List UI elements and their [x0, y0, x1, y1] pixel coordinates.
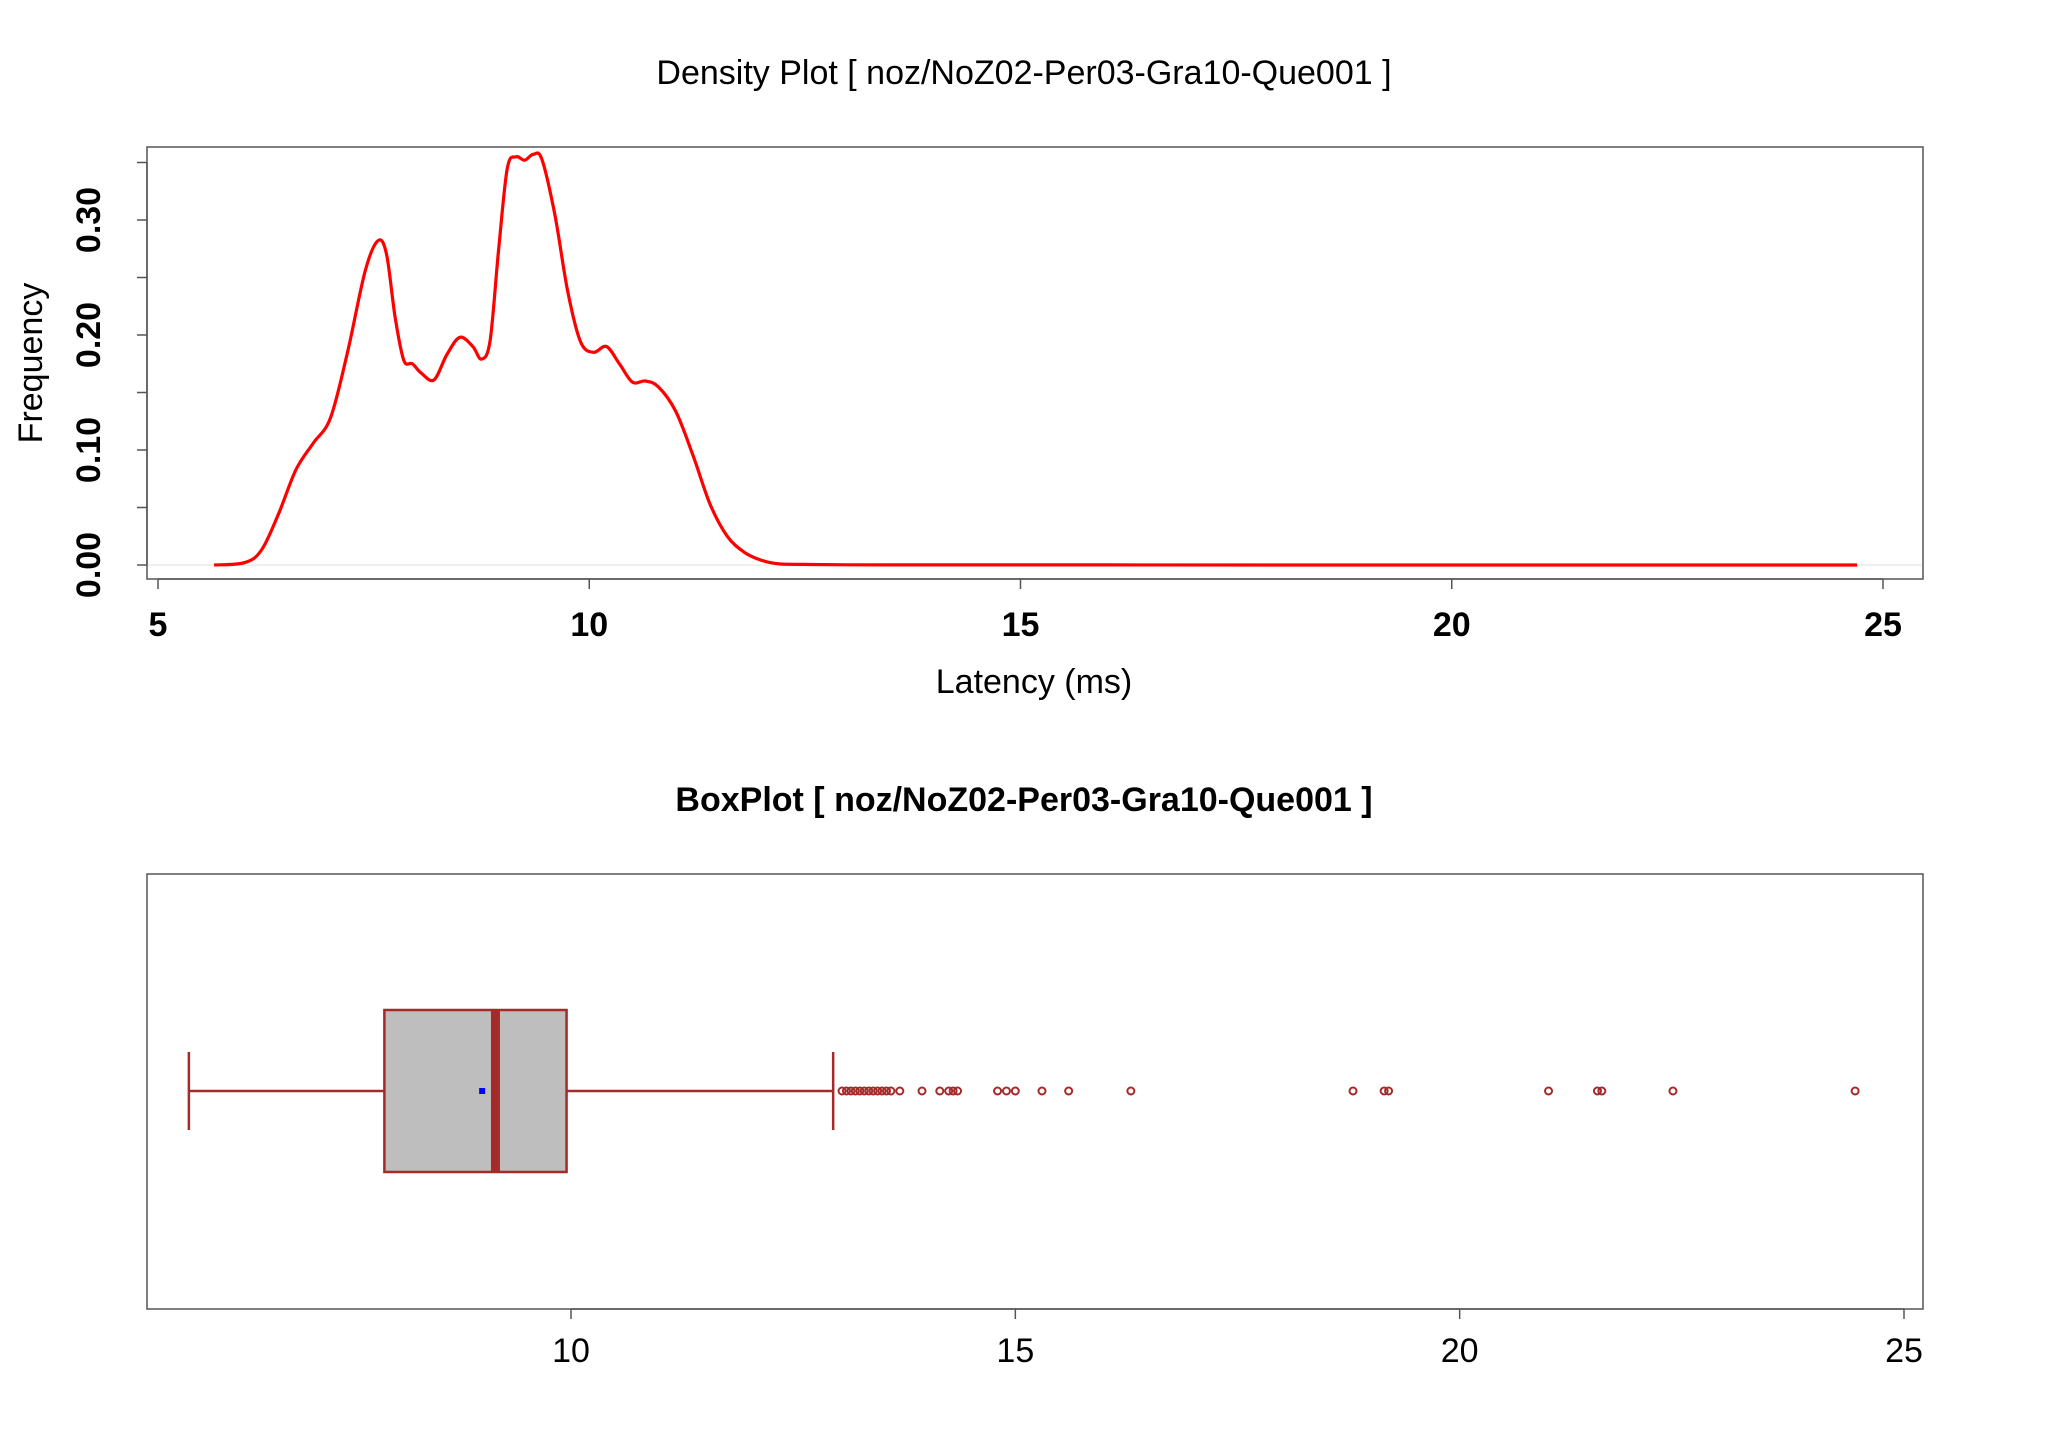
box-outlier-point [1064, 1086, 1074, 1096]
box-x-axis: 10 15 20 25 [552, 1308, 1923, 1370]
box-outlier-point [873, 1086, 883, 1096]
box-outlier-point [1668, 1086, 1678, 1096]
density-curve [213, 151, 1858, 567]
density-y-tick-label: 0.10 [70, 417, 108, 483]
box-iqr [383, 1008, 568, 1174]
density-x-axis: 5 10 15 20 25 [149, 578, 1902, 644]
box-outlier-point [1850, 1086, 1860, 1096]
density-title: Density Plot [ noz/NoZ02-Per03-Gra10-Que… [656, 54, 1391, 92]
density-y-tick-label: 0.20 [70, 302, 108, 368]
box-outlier-point [993, 1086, 1003, 1096]
box-outlier-point [841, 1086, 851, 1096]
box-outlier-point [953, 1086, 963, 1096]
box-outlier-point [917, 1086, 927, 1096]
box-marks [187, 1008, 1860, 1174]
box-title: BoxPlot [ noz/NoZ02-Per03-Gra10-Que001 ] [675, 781, 1372, 819]
density-series [213, 151, 1858, 567]
density-x-tick-label: 15 [1002, 606, 1040, 644]
box-outlier-point [855, 1086, 865, 1096]
box-outlier-point [935, 1086, 945, 1096]
box-outlier-point [859, 1086, 869, 1096]
density-x-tick-label: 20 [1433, 606, 1471, 644]
box-plot: BoxPlot [ noz/NoZ02-Per03-Gra10-Que001 ]… [146, 781, 1924, 1370]
box-x-tick-label: 10 [552, 1332, 590, 1370]
box-outlier-point [895, 1086, 905, 1096]
box-outlier-point [846, 1086, 856, 1096]
box-outlier-point [1348, 1086, 1358, 1096]
box-outlier-point [944, 1086, 954, 1096]
box-outlier-point [1597, 1086, 1607, 1096]
box-outlier-point [1592, 1086, 1602, 1096]
box-outlier-point [948, 1086, 958, 1096]
box-outlier-point [837, 1086, 847, 1096]
density-y-label: Frequency [12, 283, 50, 444]
box-outlier-point [1544, 1086, 1554, 1096]
density-y-tick-label: 0.00 [70, 532, 108, 598]
box-outlier-point [877, 1086, 887, 1096]
box-outlier-point [886, 1086, 896, 1096]
density-plot: Density Plot [ noz/NoZ02-Per03-Gra10-Que… [12, 54, 1924, 701]
box-x-tick-label: 15 [996, 1332, 1034, 1370]
density-x-tick-label: 10 [570, 606, 608, 644]
box-outlier-point [1001, 1086, 1011, 1096]
box-outlier-point [868, 1086, 878, 1096]
box-mean-marker [479, 1088, 486, 1094]
box-outlier-point [881, 1086, 891, 1096]
box-x-tick-label: 20 [1441, 1332, 1479, 1370]
box-outlier-point [864, 1086, 874, 1096]
box-outlier-point [1037, 1086, 1047, 1096]
density-x-label: Latency (ms) [936, 663, 1133, 701]
box-outlier-point [1379, 1086, 1389, 1096]
box-outlier-point [850, 1086, 860, 1096]
box-x-tick-label: 25 [1885, 1332, 1923, 1370]
density-x-tick-label: 25 [1864, 606, 1902, 644]
box-outlier-point [1384, 1086, 1394, 1096]
box-outlier-point [1010, 1086, 1020, 1096]
density-y-tick-label: 0.30 [70, 187, 108, 253]
box-outlier-point [1126, 1086, 1136, 1096]
density-x-tick-label: 5 [149, 606, 168, 644]
